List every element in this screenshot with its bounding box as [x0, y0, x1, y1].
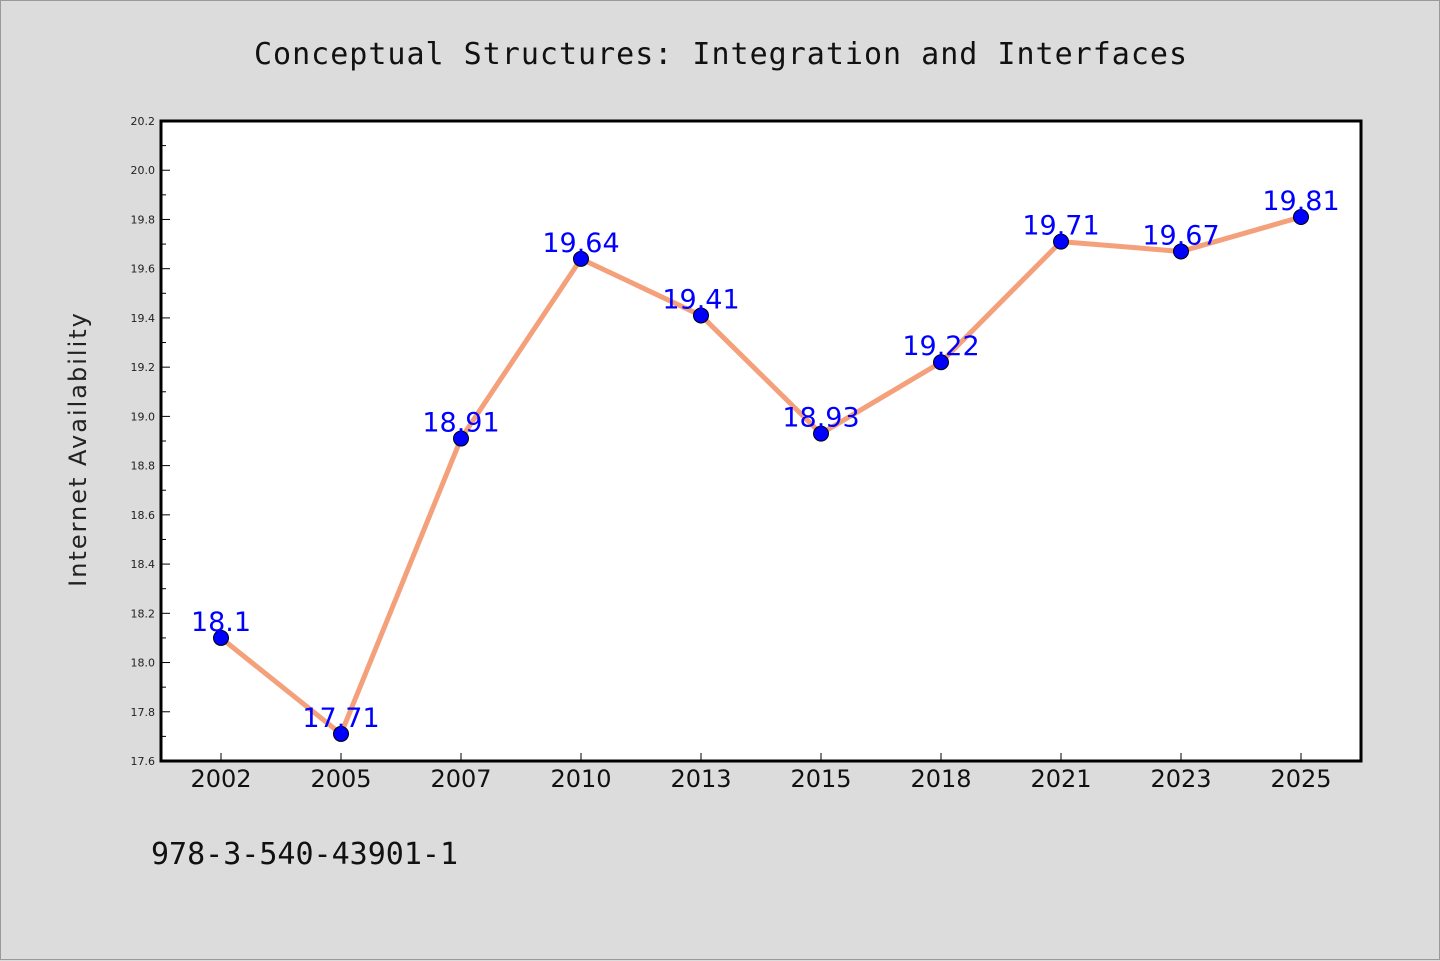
x-tick-label: 2002 [190, 765, 251, 793]
data-label: 18.93 [782, 403, 859, 434]
y-tick-label: 19.8 [131, 213, 156, 226]
data-point [693, 307, 709, 324]
plot-area [159, 119, 1363, 763]
x-tick-label: 2010 [550, 765, 611, 793]
x-tick-label: 2023 [1150, 765, 1211, 793]
y-tick-label: 18.6 [131, 509, 156, 522]
x-tick-label: 2013 [670, 765, 731, 793]
x-tick-label: 2005 [310, 765, 371, 793]
data-label: 18.91 [422, 408, 499, 439]
data-labels: 18.1 17.71 18.91 19.64 19.41 18.93 19.22 19.71 1… [191, 186, 1340, 734]
y-tick-label: 19.0 [131, 410, 156, 423]
data-point [573, 250, 589, 267]
data-label: 19.22 [902, 331, 979, 362]
data-label: 19.41 [662, 284, 739, 315]
y-tick-label: 19.2 [131, 361, 156, 374]
data-label: 18.1 [191, 607, 251, 638]
data-point [453, 430, 469, 447]
y-tick-label: 18.8 [131, 460, 156, 473]
x-tick-label: 2025 [1270, 765, 1331, 793]
y-tick-label: 17.6 [131, 755, 156, 768]
x-axis: 2002 2005 2007 2010 2013 2015 2018 2021 2023 2025 [190, 753, 1332, 793]
chart-title: Conceptual Structures: Integration and I… [254, 37, 1188, 72]
x-tick-label: 2015 [790, 765, 851, 793]
data-point [1293, 209, 1309, 225]
x-tick-label: 2021 [1030, 765, 1091, 793]
y-tick-label: 17.8 [131, 706, 156, 719]
y-tick-label: 20.0 [131, 164, 156, 177]
data-point [1053, 233, 1069, 250]
data-point [1173, 243, 1189, 260]
x-tick-label: 2018 [910, 765, 971, 793]
y-tick-label: 18.0 [131, 657, 156, 670]
data-point [213, 629, 229, 646]
data-label: 19.64 [542, 228, 619, 259]
y-tick-label: 19.4 [131, 312, 156, 325]
x-tick-label: 2007 [430, 765, 491, 793]
series-line [218, 214, 1304, 737]
y-tick-label: 18.2 [131, 607, 156, 620]
y-tick-label: 18.4 [131, 558, 156, 571]
y-axis: 17.6 17.8 18.0 18.2 18.4 18.6 18.8 19.0 19.2 19.4… [131, 115, 170, 768]
data-point [333, 725, 349, 742]
data-point [813, 425, 829, 442]
isbn-footer: 978-3-540-43901-1 [151, 837, 458, 872]
y-tick-label: 20.2 [131, 115, 156, 128]
data-label: 19.67 [1142, 220, 1219, 251]
data-label: 17.71 [302, 703, 379, 734]
data-point [933, 354, 949, 371]
y-axis-label: Internet Availability [64, 311, 92, 587]
series-line-group [213, 209, 1309, 742]
data-label: 19.81 [1262, 186, 1339, 217]
y-tick-label: 19.6 [131, 263, 156, 276]
data-label: 19.71 [1022, 211, 1099, 242]
